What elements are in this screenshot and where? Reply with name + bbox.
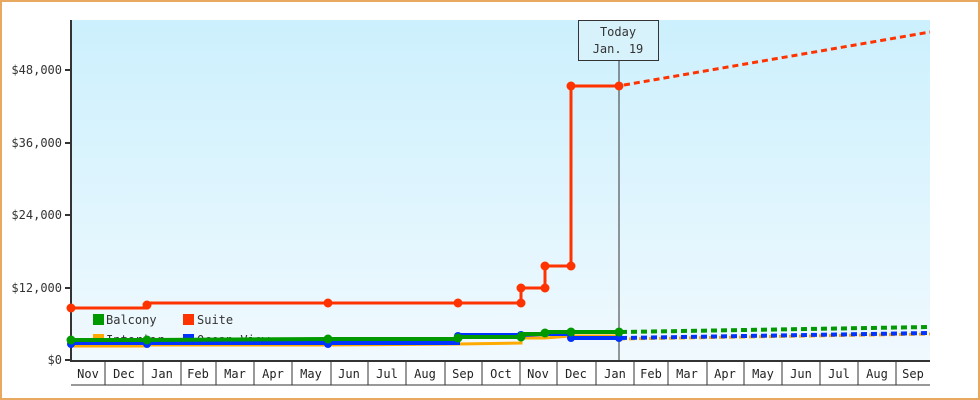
y-tick-label: $36,000 xyxy=(11,136,62,150)
legend-swatch-balcony xyxy=(93,314,104,325)
x-tick-label: Feb xyxy=(187,367,209,381)
y-tick-label: $12,000 xyxy=(11,281,62,295)
legend-swatch-suite xyxy=(183,314,194,325)
x-tick-label: Feb xyxy=(640,367,662,381)
x-cell-dividers xyxy=(104,361,897,385)
x-tick-label: May xyxy=(300,367,322,381)
x-tick-label: Nov xyxy=(527,367,549,381)
x-tick-label: Jun xyxy=(790,367,812,381)
today-marker-box xyxy=(578,20,659,61)
x-tick-label: Dec xyxy=(113,367,135,381)
x-tick-label: Jul xyxy=(828,367,850,381)
x-tick-label: Apr xyxy=(262,367,284,381)
today-date: Jan. 19 xyxy=(593,42,644,56)
x-tick-label: Aug xyxy=(866,367,888,381)
x-tick-label: Jun xyxy=(338,367,360,381)
x-tick-label: Dec xyxy=(565,367,587,381)
x-tick-label: Apr xyxy=(714,367,736,381)
series-balcony xyxy=(66,325,931,345)
x-tick-label: Jul xyxy=(376,367,398,381)
x-tick-label: Nov xyxy=(77,367,99,381)
x-tick-label: May xyxy=(752,367,774,381)
series-suite xyxy=(66,30,931,313)
x-tick-labels: Nov Dec Jan Feb Mar Apr May Jun Jul Aug … xyxy=(77,367,924,381)
x-tick-label: Jan xyxy=(604,367,626,381)
today-label: Today xyxy=(600,25,636,39)
x-tick-label: Aug xyxy=(414,367,436,381)
x-tick-label: Oct xyxy=(490,367,512,381)
x-tick-label: Jan xyxy=(151,367,173,381)
plot-area xyxy=(72,20,930,360)
x-tick-label: Mar xyxy=(676,367,698,381)
y-tick-label: $48,000 xyxy=(11,63,62,77)
y-ticks xyxy=(65,69,71,361)
y-tick-label: $0 xyxy=(48,353,62,367)
legend-label-balcony: Balcony xyxy=(106,313,157,327)
x-tick-label: Mar xyxy=(224,367,246,381)
x-tick-label: Sep xyxy=(452,367,474,381)
x-tick-label: Sep xyxy=(902,367,924,381)
y-tick-label: $24,000 xyxy=(11,208,62,222)
legend-label-suite: Suite xyxy=(197,313,233,327)
